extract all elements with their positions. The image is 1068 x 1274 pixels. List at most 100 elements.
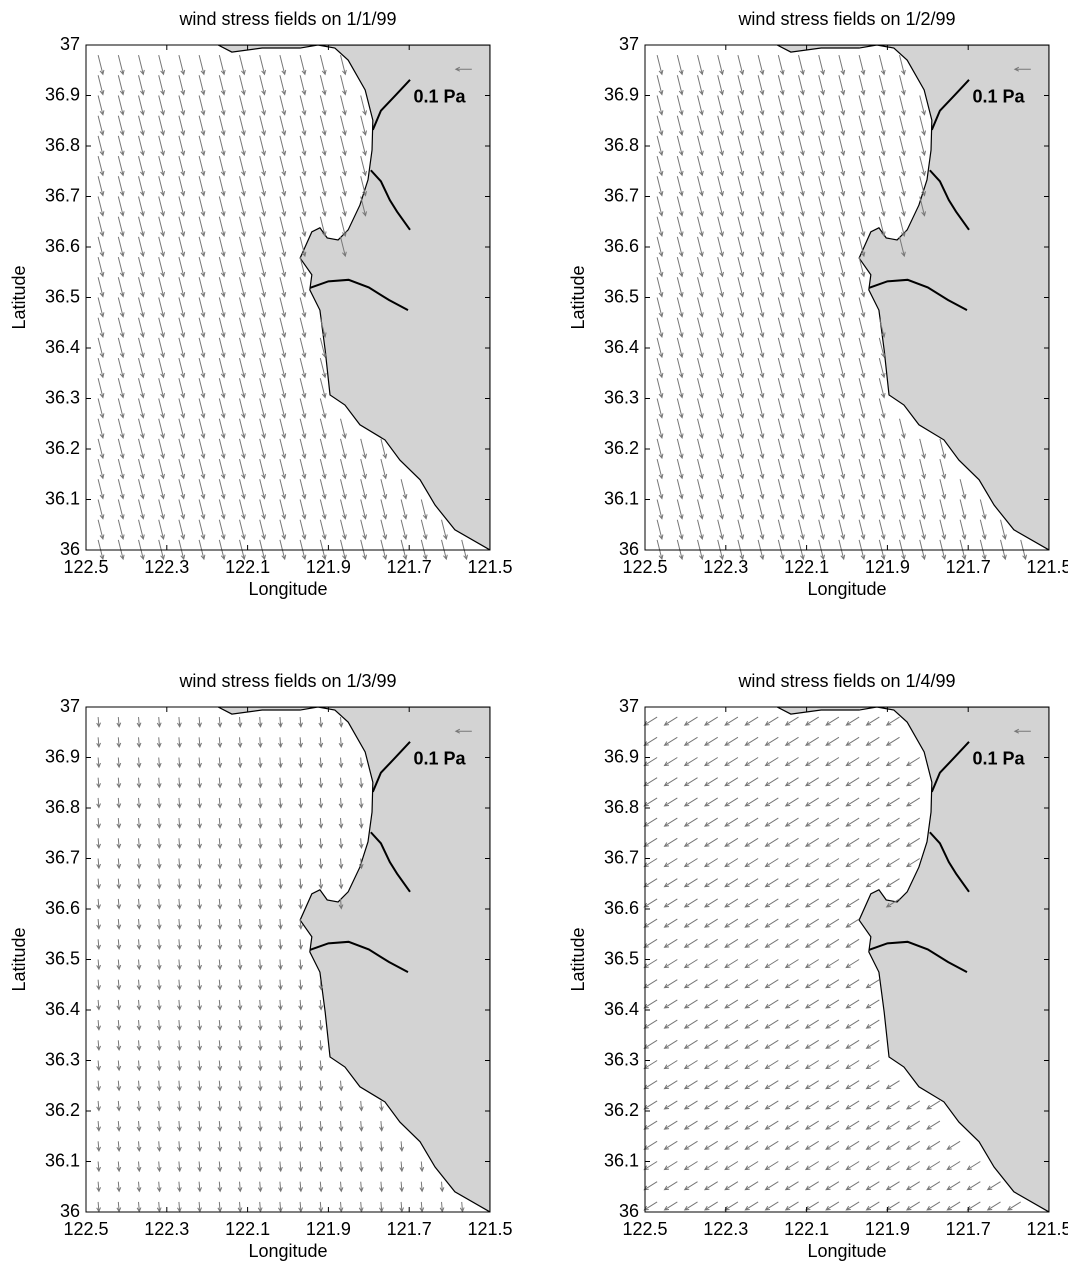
wind-arrow [197, 1121, 202, 1132]
wind-arrow [318, 1121, 324, 1132]
wind-arrow [158, 357, 165, 379]
wind-arrow [217, 1040, 223, 1052]
wind-arrow [138, 75, 145, 96]
wind-arrow [757, 196, 765, 217]
wind-arrow [744, 1161, 759, 1171]
wind-arrow [798, 458, 805, 480]
wind-arrow [697, 115, 704, 136]
wind-arrow [865, 817, 880, 827]
wind-arrow [643, 1201, 658, 1211]
wind-arrow [663, 1039, 678, 1049]
wind-arrow [784, 858, 799, 868]
wind-arrow [299, 297, 307, 318]
wind-arrow [845, 1120, 860, 1130]
wind-arrow [865, 999, 880, 1009]
wind-arrow [663, 979, 678, 989]
wind-arrow [340, 458, 347, 480]
wind-arrow [878, 135, 886, 157]
wind-arrow [825, 1100, 840, 1110]
wind-arrow [340, 155, 347, 177]
wind-arrow [676, 458, 684, 480]
wind-arrow [198, 297, 206, 318]
wind-arrow [724, 736, 739, 746]
wind-arrow [177, 1121, 182, 1132]
wind-arrow [737, 176, 745, 197]
wind-arrow [218, 95, 226, 116]
wind-arrow [683, 1161, 698, 1171]
wind-arrow [360, 115, 367, 136]
wind-arrow [239, 297, 246, 318]
wind-arrow [697, 277, 704, 298]
wind-arrow [818, 499, 825, 520]
wind-arrow [257, 1141, 263, 1153]
wind-arrow [298, 979, 303, 991]
wind-arrow [643, 777, 658, 787]
wind-arrow [319, 176, 327, 197]
wind-arrow [136, 1020, 142, 1031]
wind-arrow [676, 54, 684, 76]
wind-arrow [156, 878, 162, 890]
wind-arrow [338, 898, 344, 910]
wind-arrow [136, 777, 142, 789]
wind-arrow [298, 1060, 303, 1072]
wind-arrow [737, 54, 745, 76]
wind-arrow [764, 938, 779, 948]
wind-arrow [257, 797, 263, 809]
wind-arrow [757, 135, 765, 157]
wind-arrow [299, 176, 307, 197]
wind-arrow [178, 337, 186, 359]
wind-arrow [358, 1100, 364, 1112]
wind-arrow [764, 1120, 779, 1130]
wind-arrow [197, 737, 202, 749]
wind-arrow [117, 54, 125, 76]
wind-arrow [218, 277, 226, 298]
wind-arrow [116, 737, 122, 749]
wind-arrow [178, 519, 186, 540]
wind-arrow [798, 378, 805, 399]
wind-arrow [97, 519, 105, 540]
wind-arrow [278, 1181, 283, 1193]
wind-arrow [744, 716, 759, 726]
wind-arrow [318, 838, 324, 850]
wind-arrow [703, 898, 718, 908]
wind-arrow [764, 1080, 779, 1090]
wind-arrow [239, 155, 246, 177]
wind-arrow [298, 1080, 303, 1092]
x-tick-label: 122.5 [622, 557, 667, 577]
wind-arrow [318, 1020, 324, 1031]
wind-arrow [198, 357, 206, 379]
wind-arrow [419, 1181, 425, 1193]
wind-arrow [737, 115, 745, 136]
wind-arrow [319, 458, 327, 480]
wind-arrow [360, 135, 367, 157]
wind-arrow [420, 519, 428, 540]
wind-arrow [257, 1121, 263, 1132]
wind-arrow [136, 737, 142, 749]
wind-arrow [318, 1141, 324, 1153]
wind-arrow [97, 176, 105, 197]
wind-arrow [825, 1201, 840, 1211]
wind-arrow [744, 797, 759, 807]
wind-arrow [117, 499, 125, 520]
wind-arrow [298, 717, 303, 728]
wind-arrow [777, 155, 785, 177]
wind-arrow [400, 499, 408, 520]
wind-arrow [676, 75, 684, 96]
wind-arrow [804, 736, 819, 746]
wind-arrow [340, 418, 347, 439]
wind-arrow [757, 337, 765, 359]
wind-arrow [656, 115, 664, 136]
wind-arrow [178, 115, 186, 136]
wind-arrow [858, 398, 866, 419]
y-tick-label: 36.5 [604, 286, 639, 306]
wind-arrow [737, 277, 745, 298]
wind-arrow [757, 297, 765, 318]
wind-arrow [257, 959, 263, 971]
wind-arrow [878, 115, 886, 136]
wind-arrow [178, 236, 186, 258]
wind-arrow [804, 1080, 819, 1090]
wind-arrow [703, 1039, 718, 1049]
y-tick-label: 36.2 [604, 438, 639, 458]
wind-arrow [237, 1181, 243, 1193]
